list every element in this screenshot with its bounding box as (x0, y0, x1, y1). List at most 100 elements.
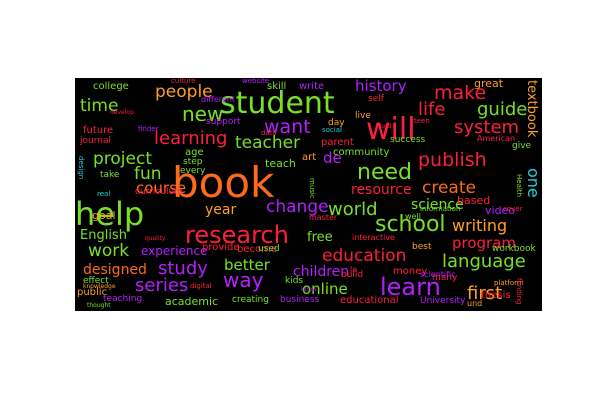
word: data (261, 129, 277, 137)
word: community (333, 147, 390, 158)
word: live (355, 111, 371, 121)
word: video (485, 204, 516, 217)
word: science (411, 197, 464, 213)
word: better (224, 256, 270, 274)
word: support (206, 117, 241, 127)
word: first (467, 283, 503, 304)
word: project (93, 149, 153, 169)
word: und (467, 299, 483, 308)
word: education (322, 246, 407, 266)
word: will (366, 112, 416, 147)
word: thesis (481, 290, 511, 301)
word: used (258, 244, 280, 254)
word: cover (503, 205, 523, 213)
word: world (328, 199, 378, 220)
word: well (405, 212, 421, 221)
word: based (457, 194, 491, 207)
word: future (83, 125, 114, 136)
word: finder (138, 125, 159, 133)
word: teaching (103, 294, 143, 304)
word: system (454, 117, 520, 138)
word: American (477, 134, 516, 143)
word: learn (380, 273, 441, 301)
word: best (412, 242, 432, 252)
word: effect (83, 276, 109, 286)
word: music (308, 178, 316, 199)
word: fun (134, 164, 162, 184)
word: journal (80, 136, 111, 146)
word: online (302, 280, 348, 298)
word: goal (92, 209, 116, 222)
word: real (97, 190, 111, 198)
word: student (220, 86, 335, 121)
word: textbook (524, 80, 539, 138)
word: make (434, 82, 487, 104)
word: develop (110, 109, 134, 116)
word: school (375, 212, 446, 237)
word: research (185, 221, 289, 249)
word: take (100, 170, 120, 180)
word: publish (418, 149, 487, 171)
word: study (158, 258, 208, 279)
word: build (341, 270, 364, 280)
word: interactive (352, 233, 395, 242)
word: one (524, 168, 542, 198)
word: every (180, 166, 206, 176)
word: write (299, 81, 325, 92)
word: design (77, 156, 85, 180)
word: help (75, 195, 145, 233)
word: step (183, 157, 203, 167)
word: digital (190, 282, 212, 290)
word: program (452, 234, 517, 252)
word: money (393, 266, 428, 277)
word: information (420, 205, 461, 213)
word: de (323, 149, 342, 167)
word: master (309, 213, 338, 222)
word: history (355, 78, 407, 95)
word: language (442, 251, 526, 272)
word: different (201, 95, 235, 104)
word: learning (154, 128, 228, 149)
word: quality (145, 235, 166, 242)
word: year (205, 202, 237, 218)
word: University (420, 296, 466, 306)
word: creating (232, 295, 269, 305)
word: platform (494, 279, 524, 287)
word: series (135, 275, 189, 296)
word: day (328, 118, 345, 128)
word: parent (321, 137, 354, 148)
word: great (474, 78, 504, 90)
word: curriculum (135, 187, 184, 197)
word: educational (340, 295, 399, 306)
word: writing (452, 216, 508, 235)
word: book (172, 158, 275, 207)
word: scientific (420, 270, 456, 279)
word: life (418, 99, 446, 120)
word: fund (378, 123, 392, 130)
word: provide (202, 242, 240, 253)
word: time (80, 96, 119, 116)
word: become (237, 244, 278, 255)
word: new (182, 102, 224, 126)
word: workbook (492, 244, 536, 254)
word: course (136, 179, 187, 197)
word: kids (285, 276, 304, 286)
word: funding (515, 278, 523, 305)
word: age (185, 147, 204, 158)
word: academic (165, 295, 219, 308)
word: change (266, 197, 329, 217)
word: culture (171, 78, 196, 85)
word: success (390, 135, 426, 145)
word: public (77, 287, 108, 298)
word: thought (87, 302, 111, 309)
word: la (350, 265, 358, 274)
word: website (242, 78, 270, 85)
word: art (302, 152, 317, 163)
word: self (368, 94, 384, 104)
word: want (264, 116, 311, 138)
word: designed (83, 262, 147, 278)
word: need (357, 160, 412, 185)
word: social (322, 126, 342, 134)
word: teacher (235, 133, 301, 153)
word: children (293, 264, 350, 280)
